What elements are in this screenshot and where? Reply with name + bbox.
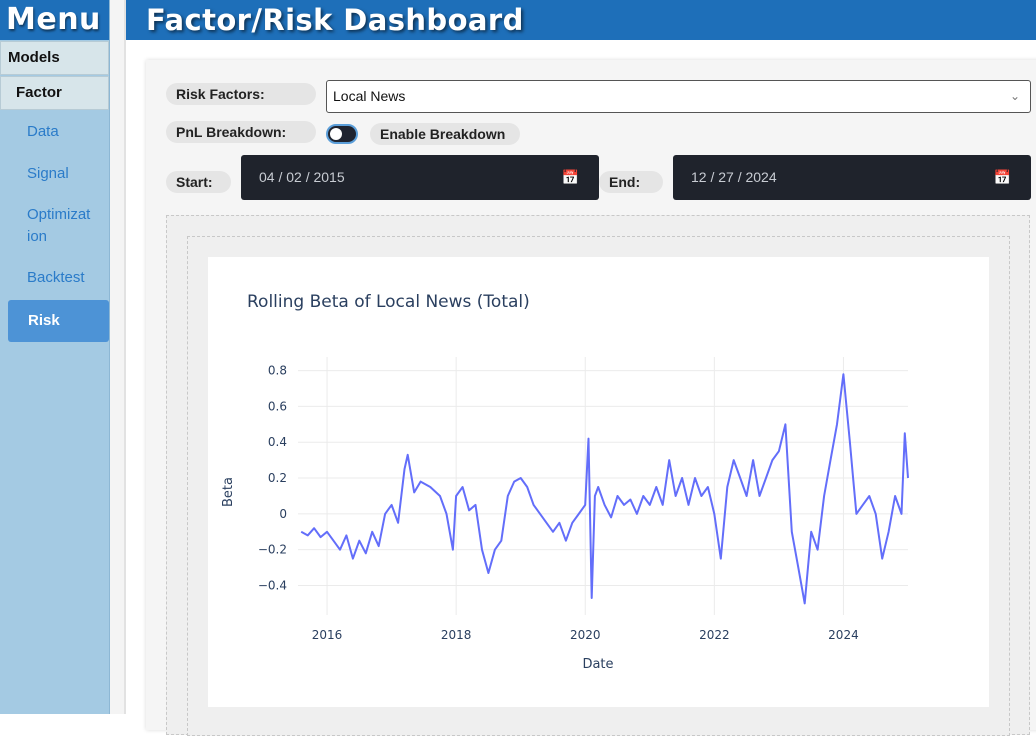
y-tick-label: 0 bbox=[279, 507, 287, 521]
chart-title: Rolling Beta of Local News (Total) bbox=[247, 292, 530, 312]
sidebar-gap bbox=[110, 0, 126, 714]
risk-factor-select[interactable]: Local News ⌄ bbox=[326, 80, 1031, 113]
start-date-input[interactable]: 04 / 02 / 2015 📅 bbox=[241, 155, 599, 200]
end-date-value: 12 / 27 / 2024 bbox=[691, 169, 777, 185]
breakdown-toggle[interactable] bbox=[326, 124, 358, 144]
x-tick-label: 2020 bbox=[570, 628, 601, 642]
end-label: End: bbox=[599, 171, 663, 193]
factor-button[interactable]: Factor bbox=[0, 76, 109, 110]
enable-breakdown-label: Enable Breakdown bbox=[370, 123, 520, 145]
pnl-breakdown-label: PnL Breakdown: bbox=[166, 121, 316, 143]
sidebar-item-data[interactable]: Data bbox=[27, 123, 59, 140]
chart-ticks: 0.8 0.6 0.4 0.2 0 −0.2 −0.4 2016 2018 2020 2022 202… bbox=[258, 364, 859, 642]
calendar-icon[interactable]: 📅 bbox=[993, 169, 1011, 185]
sidebar-item-optimization[interactable]: Optimizat ion bbox=[27, 206, 91, 245]
x-tick-label: 2024 bbox=[828, 628, 859, 642]
sidebar-item-risk[interactable]: Risk bbox=[8, 300, 109, 342]
start-date-value: 04 / 02 / 2015 bbox=[259, 169, 345, 185]
start-label: Start: bbox=[166, 171, 231, 193]
risk-factor-value: Local News bbox=[333, 88, 406, 104]
toggle-knob bbox=[330, 128, 342, 140]
x-tick-label: 2022 bbox=[699, 628, 730, 642]
beta-series-line[interactable] bbox=[300, 373, 909, 605]
chart-grid bbox=[298, 357, 908, 615]
calendar-icon[interactable]: 📅 bbox=[561, 169, 579, 185]
sidebar-divider bbox=[124, 0, 126, 714]
y-tick-label: 0.2 bbox=[268, 471, 287, 485]
y-tick-label: 0.4 bbox=[268, 435, 287, 449]
sidebar: Menu Models Factor Data Signal Optimizat… bbox=[0, 0, 110, 714]
page-title: Factor/Risk Dashboard bbox=[146, 3, 524, 37]
chart-lines bbox=[300, 373, 909, 605]
risk-factors-label: Risk Factors: bbox=[166, 83, 316, 105]
chevron-down-icon: ⌄ bbox=[1009, 89, 1020, 103]
y-tick-label: −0.4 bbox=[258, 579, 287, 593]
x-tick-label: 2018 bbox=[441, 628, 472, 642]
header-bar: Factor/Risk Dashboard bbox=[126, 0, 1036, 40]
y-axis-label: Beta bbox=[221, 477, 236, 507]
beta-chart[interactable]: Rolling Beta of Local News (Total) Beta … bbox=[208, 257, 989, 707]
y-tick-label: 0.8 bbox=[268, 364, 287, 378]
sidebar-item-signal[interactable]: Signal bbox=[27, 165, 69, 182]
models-button[interactable]: Models bbox=[0, 41, 109, 75]
y-tick-label: −0.2 bbox=[258, 543, 287, 557]
x-axis-label: Date bbox=[582, 657, 613, 672]
chart-card: Rolling Beta of Local News (Total) Beta … bbox=[208, 257, 989, 707]
x-tick-label: 2016 bbox=[312, 628, 343, 642]
sidebar-item-backtest[interactable]: Backtest bbox=[27, 269, 85, 286]
end-date-input[interactable]: 12 / 27 / 2024 📅 bbox=[673, 155, 1031, 200]
y-tick-label: 0.6 bbox=[268, 399, 287, 413]
sidebar-title: Menu bbox=[0, 0, 109, 40]
